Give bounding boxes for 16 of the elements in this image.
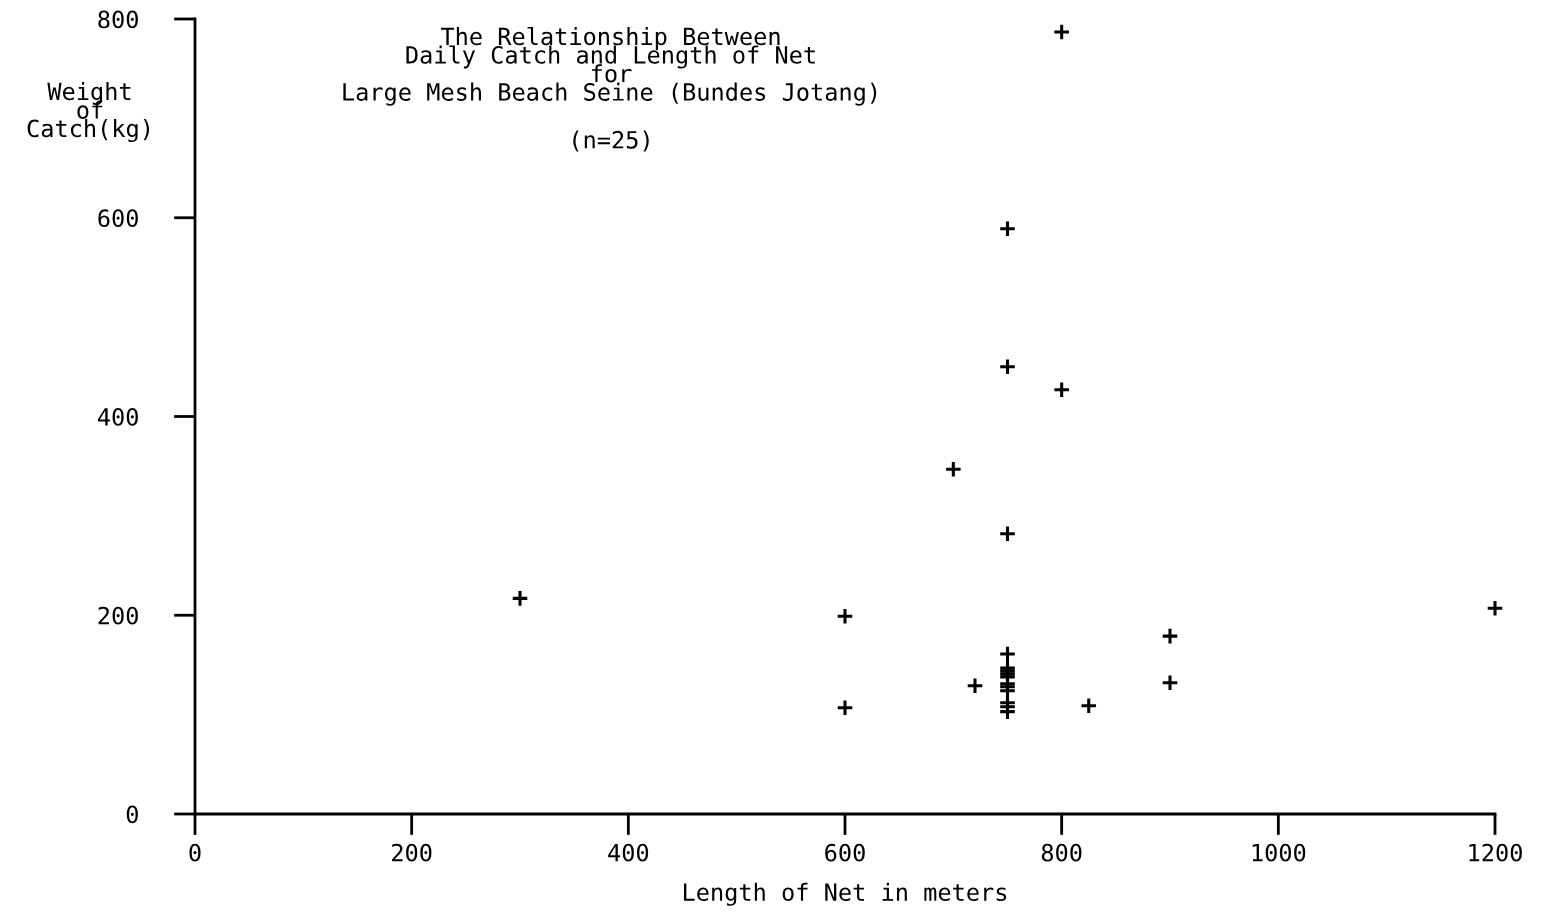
text: (n=25) [573, 130, 649, 152]
y-axis-title: Weight of Catch(kg) [27, 82, 150, 143]
x-tick-label: 800 [1041, 843, 1082, 862]
x-tick-label: 1000 [1252, 843, 1306, 862]
y-tick-label: 0 [126, 805, 138, 824]
y-tick-label: 800 [98, 10, 138, 29]
x-tick-label: 1200 [1469, 843, 1522, 862]
x-tick-label: 200 [392, 843, 432, 862]
y-tick-label: 600 [98, 209, 138, 228]
x-tick-label: 0 [189, 843, 201, 862]
x-axis-title: Length of Net in meters [684, 882, 1007, 906]
x-tick-label: 400 [608, 843, 649, 862]
text: The Relationship Between Daily Catch and Length of Net for Large Mesh Beach Seine (Bundes Jotang) [343, 26, 877, 106]
y-tick-label: 200 [98, 606, 138, 625]
y-tick-label: 400 [97, 408, 138, 426]
x-tick-label: 600 [825, 843, 865, 862]
